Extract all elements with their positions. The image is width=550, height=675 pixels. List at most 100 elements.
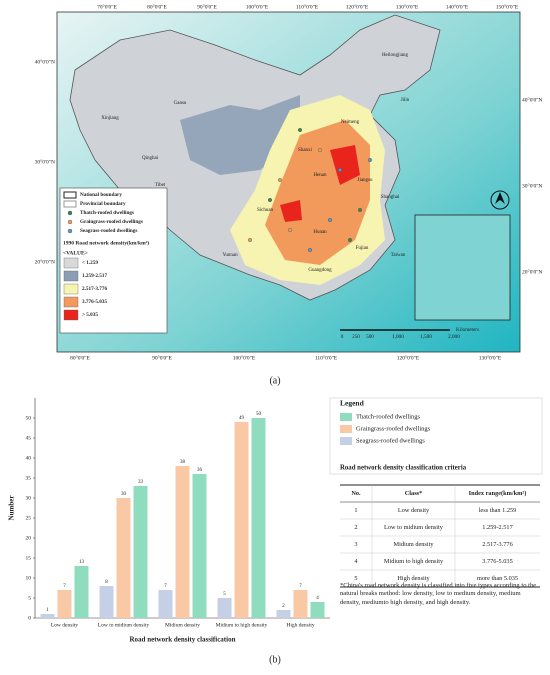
- lon-label: 150°0'0"E: [496, 3, 519, 10]
- lon-label: 110°0'0"E: [296, 3, 319, 10]
- place-label: Guangdong: [308, 268, 332, 273]
- legend-label: Graingrass-roofed dwellings: [356, 425, 431, 432]
- caption: (a): [269, 375, 280, 386]
- place-label: Jiangsu: [358, 178, 374, 183]
- value-header: <VALUE>: [63, 250, 88, 256]
- place-label: Shanghai: [381, 195, 400, 200]
- lon-label: 100°0'0"E: [246, 3, 269, 10]
- y-tick-label: 50: [26, 415, 32, 421]
- scale-label: 2,000: [448, 334, 460, 340]
- dwelling-dot: [358, 208, 362, 212]
- table-cell: 3: [354, 541, 357, 548]
- y-tick-label: 25: [26, 515, 32, 521]
- class-swatch: [63, 309, 79, 321]
- scale-label: 1,500: [420, 334, 432, 340]
- value-label: 38: [180, 460, 186, 465]
- value-label: 33: [138, 480, 144, 485]
- scale-label: 1,000: [392, 334, 404, 340]
- scale-label: 500: [366, 334, 374, 340]
- bar: [57, 590, 72, 618]
- lon-label: 130°0'0"E: [396, 3, 419, 10]
- place-label: Yunnan: [222, 253, 238, 258]
- dwelling-dot: [278, 178, 282, 182]
- density-title: 1990 Road network density(km/km²): [63, 239, 149, 246]
- value-label: 1: [46, 608, 49, 613]
- class-label: 2.517-3.776: [82, 286, 107, 292]
- bar: [74, 566, 89, 618]
- table-cell: 4: [354, 558, 358, 565]
- place-label: Fujian: [356, 246, 369, 251]
- place-label: Jilin: [401, 98, 410, 103]
- x-tick-label: Low to midium density: [98, 622, 150, 628]
- lon-label: 80°0'0"E: [70, 354, 90, 361]
- region-top: [280, 145, 360, 222]
- table-cell: 3.776-5.035: [482, 558, 512, 565]
- table-cell: 1: [354, 507, 357, 514]
- lon-label: 120°0'0"E: [346, 3, 369, 10]
- bar: [99, 586, 114, 618]
- y-tick-label: 20: [26, 535, 32, 541]
- x-tick-label: Low density: [51, 622, 79, 628]
- class-label: 3.776-5.035: [82, 299, 107, 305]
- class-label: 1.259-2.517: [82, 273, 107, 279]
- map-legend-label: Seagrass-roofed dwellings: [80, 228, 137, 234]
- table-cell: Low to midium density: [384, 524, 444, 531]
- value-label: 36: [197, 468, 203, 473]
- table-cell: less than 1.259: [479, 507, 517, 514]
- bar: [251, 418, 266, 618]
- dwelling-dot: [348, 238, 352, 242]
- dwelling-dot: [288, 228, 292, 232]
- legend-swatch: [340, 437, 352, 445]
- legend-dot: [67, 228, 73, 234]
- y-tick-label: 0: [28, 615, 31, 621]
- y-tick-label: 5: [28, 595, 31, 601]
- y-axis-title: Number: [8, 496, 16, 521]
- place-label: Hunan: [313, 230, 327, 235]
- bar: [133, 486, 148, 618]
- place-label: Qinghai: [142, 156, 159, 161]
- x-tick-label: High density: [286, 622, 315, 628]
- legend-title: Legend: [340, 399, 365, 408]
- table-header: No.: [351, 490, 361, 497]
- legend-label: Thatch-roofed dwellings: [356, 413, 421, 420]
- bar: [234, 422, 249, 618]
- compass: [490, 190, 510, 210]
- value-label: 4: [316, 596, 319, 601]
- lon-label: 130°0'0"E: [479, 354, 502, 361]
- inset: [414, 214, 511, 321]
- lon-label: 110°0'0"E: [315, 354, 338, 361]
- map-legend-label: National boundary: [80, 192, 122, 198]
- x-tick-label: Midium density: [165, 622, 200, 628]
- lat-label: 20°0'0"N: [35, 258, 55, 265]
- lat-label: 30°0'0"N: [522, 182, 542, 189]
- dwelling-dot: [248, 238, 252, 242]
- map-legend-label: Provincial boundary: [80, 201, 126, 207]
- lat-label: 20°0'0"N: [522, 268, 542, 275]
- class-label: < 1.259: [82, 260, 98, 266]
- place-label: Sichuan: [257, 208, 274, 213]
- value-label: 50: [256, 412, 262, 417]
- chart-legend-box: [329, 397, 543, 475]
- x-tick-label: Midium to high density: [216, 622, 268, 628]
- bar: [116, 498, 131, 618]
- value-label: 8: [105, 580, 108, 585]
- lat-label: 40°0'0"N: [35, 58, 55, 65]
- dwelling-dot: [308, 248, 312, 252]
- y-tick-label: 40: [26, 455, 32, 461]
- class-swatch: [63, 270, 79, 282]
- place-label: Shanxi: [298, 148, 313, 153]
- bar: [276, 610, 291, 618]
- value-label: 30: [121, 492, 127, 497]
- bar: [293, 590, 308, 618]
- legend-dot: [67, 210, 73, 216]
- class-swatch: [63, 257, 79, 269]
- legend-swatch: [340, 413, 352, 421]
- scale-unit: Kilometers: [456, 327, 479, 333]
- table-cell: High density: [397, 575, 430, 582]
- lon-label: 120°0'0"E: [397, 354, 420, 361]
- place-label: Gansu: [174, 101, 187, 106]
- y-tick-label: 45: [26, 435, 32, 441]
- value-label: 2: [282, 604, 285, 609]
